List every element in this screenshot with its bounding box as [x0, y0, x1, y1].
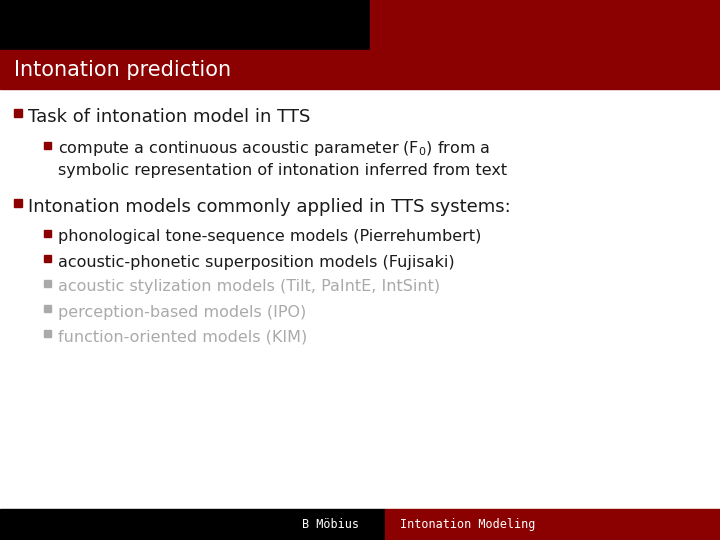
Bar: [370, 0, 720, 50]
Text: Task of intonation model in TTS: Task of intonation model in TTS: [28, 108, 310, 126]
Text: compute a continuous acoustic parameter ($\mathregular{F_0}$) from a: compute a continuous acoustic parameter …: [58, 139, 490, 159]
Bar: [14, 199, 22, 207]
Bar: [44, 329, 51, 336]
Bar: [0, 0, 370, 50]
Text: acoustic-phonetic superposition models (Fujisaki): acoustic-phonetic superposition models (…: [58, 254, 454, 269]
Text: function-oriented models (KIM): function-oriented models (KIM): [58, 329, 307, 345]
Text: acoustic stylization models (Tilt, PaIntE, IntSint): acoustic stylization models (Tilt, PaInt…: [58, 280, 440, 294]
Text: symbolic representation of intonation inferred from text: symbolic representation of intonation in…: [58, 164, 507, 179]
Text: Intonation prediction: Intonation prediction: [14, 59, 231, 79]
Text: Intonation models commonly applied in TTS systems:: Intonation models commonly applied in TT…: [28, 198, 510, 216]
Bar: [0, 509, 385, 540]
Bar: [44, 254, 51, 261]
Bar: [385, 509, 720, 540]
Bar: [44, 305, 51, 312]
Text: phonological tone-sequence models (Pierrehumbert): phonological tone-sequence models (Pierr…: [58, 230, 482, 245]
Bar: [44, 141, 51, 149]
Text: B Möbius: B Möbius: [302, 518, 359, 531]
Text: perception-based models (IPO): perception-based models (IPO): [58, 305, 306, 320]
Bar: [14, 109, 22, 117]
Bar: [44, 280, 51, 287]
Text: Intonation Modeling: Intonation Modeling: [400, 518, 536, 531]
Bar: [44, 230, 51, 237]
Bar: [0, 50, 720, 89]
